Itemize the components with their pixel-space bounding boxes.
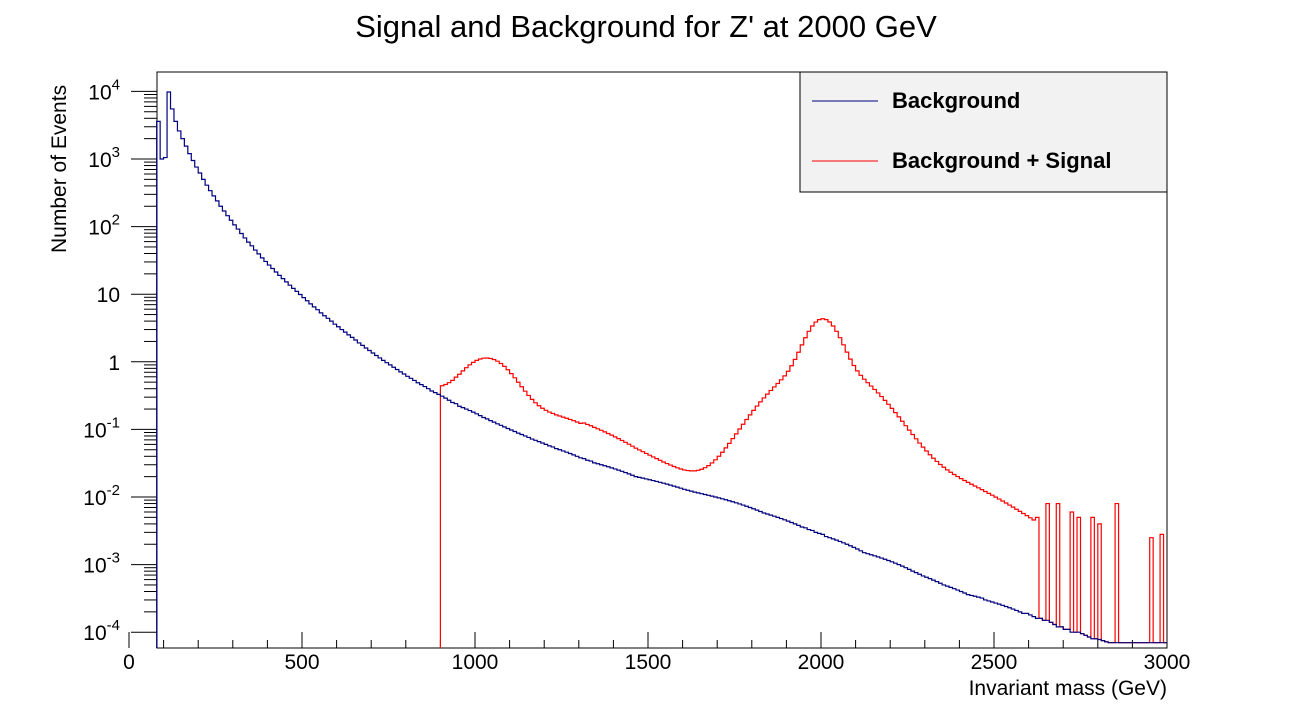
x-tick-label: 500 bbox=[284, 651, 319, 674]
legend-label-background: Background bbox=[892, 88, 1020, 113]
y-tick-label: 103 bbox=[88, 144, 120, 172]
x-tick-label: 1500 bbox=[625, 651, 672, 674]
chart-title: Signal and Background for Z' at 2000 GeV bbox=[355, 9, 937, 44]
x-tick-label: 2500 bbox=[971, 651, 1018, 674]
x-tick-label: 3000 bbox=[1144, 651, 1191, 674]
legend: Background Background + Signal bbox=[799, 71, 1168, 193]
y-tick-label: 1 bbox=[108, 352, 120, 375]
y-tick-label: 10-1 bbox=[83, 414, 120, 442]
series-line-background-plus-signal bbox=[439, 318, 1167, 648]
y-tick-label: 10-2 bbox=[83, 482, 120, 510]
y-tick-label: 10-3 bbox=[83, 550, 120, 578]
series-layer bbox=[156, 91, 1167, 648]
y-axis: 10-4 10-3 10-2 10-1 1 10 102 103 104 bbox=[83, 76, 157, 645]
y-tick-label: 10 bbox=[97, 284, 120, 307]
x-axis: 0 500 1000 1500 2000 2500 3000 bbox=[123, 632, 1190, 674]
y-tick-label: 102 bbox=[88, 212, 120, 240]
y-axis-label: Number of Events bbox=[48, 85, 71, 253]
x-tick-label: 1000 bbox=[452, 651, 499, 674]
legend-box bbox=[799, 71, 1168, 193]
series-line-background bbox=[156, 91, 1167, 648]
x-axis-label: Invariant mass (GeV) bbox=[969, 677, 1167, 700]
x-tick-label: 2000 bbox=[798, 651, 845, 674]
y-tick-label: 104 bbox=[88, 76, 120, 104]
x-tick-label: 0 bbox=[123, 651, 135, 674]
y-tick-label: 10-4 bbox=[83, 617, 120, 645]
legend-label-signal: Background + Signal bbox=[892, 148, 1111, 173]
